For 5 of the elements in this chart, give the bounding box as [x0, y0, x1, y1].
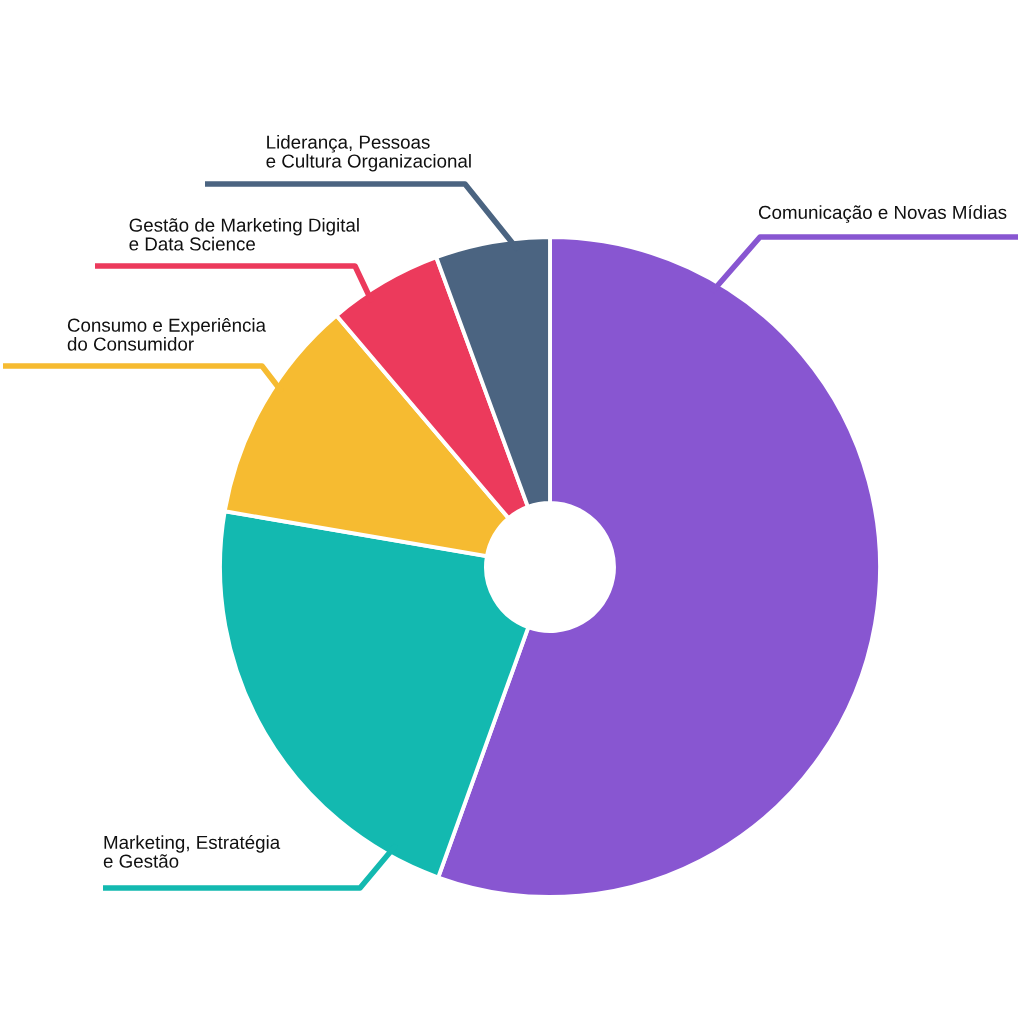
slice-label: Liderança, Pessoas e Cultura Organizacional	[266, 135, 471, 172]
slice-label: Comunicação e Novas Mídias	[758, 205, 1007, 223]
slice-label: Consumo e Experiência do Consumidor	[67, 318, 267, 351]
slice-label: Gestão de Marketing Digital e Data Science	[129, 218, 359, 251]
slice-label: Marketing, Estratégia e Gestão	[103, 835, 281, 868]
